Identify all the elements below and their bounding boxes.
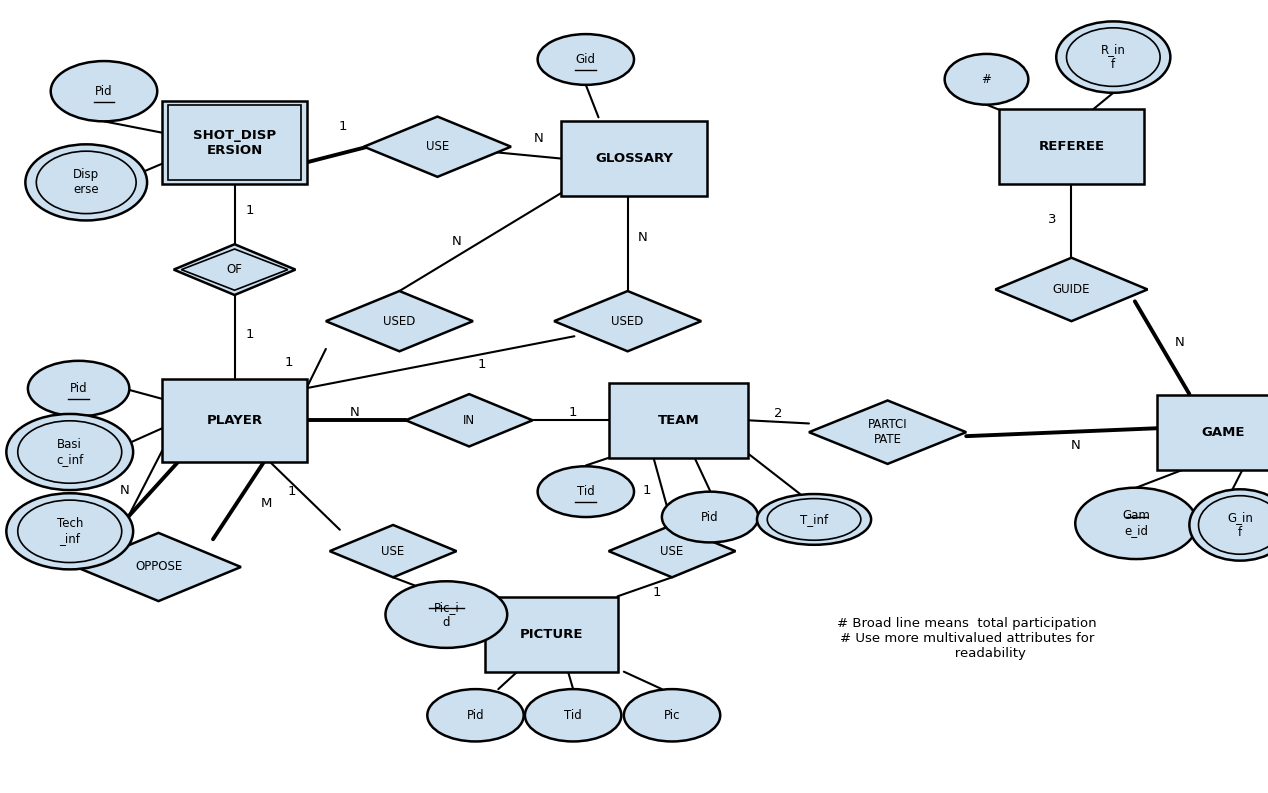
Text: 1: 1 [427,593,435,606]
Ellipse shape [945,54,1028,105]
Polygon shape [995,258,1148,321]
Bar [560,121,708,196]
Text: Pid: Pid [701,511,719,523]
Text: Basi
c_inf: Basi c_inf [56,438,84,466]
Bar [609,383,748,458]
Bar [999,109,1144,185]
Text: N: N [451,236,462,248]
Text: 1: 1 [285,356,293,369]
Ellipse shape [538,34,634,85]
Polygon shape [330,525,456,577]
Polygon shape [554,291,701,351]
Bar [167,105,302,181]
Text: N: N [638,232,648,244]
Polygon shape [326,291,473,351]
Ellipse shape [1056,21,1170,93]
Text: USE: USE [661,545,683,557]
Text: 1: 1 [478,358,486,371]
Text: 1: 1 [569,406,577,419]
Text: R_in
f: R_in f [1101,43,1126,71]
Text: PARTCI
PATE: PARTCI PATE [867,418,908,446]
Polygon shape [609,525,735,577]
Text: Pid: Pid [95,85,113,98]
Text: Pic_i
d: Pic_i d [434,600,459,629]
Polygon shape [809,400,966,464]
Text: USE: USE [426,140,449,153]
Text: 1: 1 [643,484,650,496]
Text: TEAM: TEAM [658,414,699,427]
Ellipse shape [525,689,621,741]
Text: Pid: Pid [467,709,484,722]
Polygon shape [406,394,533,446]
Text: G_in
f: G_in f [1227,511,1253,539]
Ellipse shape [6,414,133,490]
Text: Pic: Pic [663,709,681,722]
Text: N: N [534,132,544,145]
Ellipse shape [757,494,871,545]
Text: N: N [350,406,360,419]
Text: #: # [981,73,992,86]
Text: GAME: GAME [1202,426,1245,439]
Text: 1: 1 [653,586,661,599]
Ellipse shape [28,361,129,416]
Text: T_inf: T_inf [800,513,828,526]
Text: 1: 1 [246,205,254,217]
Polygon shape [76,533,241,601]
Text: PICTURE: PICTURE [520,628,583,641]
Text: REFEREE: REFEREE [1038,140,1104,153]
Text: N: N [1174,336,1184,349]
Polygon shape [364,117,511,177]
Text: Tech
_inf: Tech _inf [57,517,82,546]
Bar [484,596,619,672]
Text: Pid: Pid [70,382,87,395]
Text: OF: OF [227,263,242,276]
Text: SHOT_DISP
ERSION: SHOT_DISP ERSION [193,128,276,157]
Text: Tid: Tid [577,485,595,498]
Text: OPPOSE: OPPOSE [134,561,183,573]
Bar [162,379,307,462]
Text: 1: 1 [288,485,295,498]
Text: 1: 1 [339,121,346,133]
Text: 1: 1 [246,328,254,341]
Text: Tid: Tid [564,709,582,722]
Ellipse shape [385,581,507,648]
Ellipse shape [1189,489,1268,561]
Ellipse shape [25,144,147,220]
Ellipse shape [6,493,133,569]
Text: M: M [261,497,271,510]
Text: GUIDE: GUIDE [1052,283,1090,296]
Ellipse shape [427,689,524,741]
Ellipse shape [1075,488,1197,559]
Text: Gid: Gid [576,53,596,66]
Ellipse shape [538,466,634,517]
Text: 3: 3 [1049,213,1056,226]
Text: USE: USE [382,545,404,557]
Text: N: N [1070,439,1080,452]
Bar [1156,394,1268,469]
Text: USED: USED [611,315,644,328]
Text: # Broad line means  total participation
# Use more multivalued attributes for
  : # Broad line means total participation #… [837,617,1097,660]
Text: USED: USED [383,315,416,328]
Text: Disp
erse: Disp erse [74,168,99,197]
Text: 2: 2 [775,407,782,419]
Text: N: N [119,484,129,496]
Ellipse shape [624,689,720,741]
Text: Gam
e_id: Gam e_id [1122,509,1150,538]
Text: PLAYER: PLAYER [207,414,262,427]
Bar [162,102,307,185]
Ellipse shape [662,492,758,542]
Polygon shape [174,244,295,295]
Text: IN: IN [463,414,476,427]
Ellipse shape [51,61,157,121]
Text: GLOSSARY: GLOSSARY [595,152,673,165]
